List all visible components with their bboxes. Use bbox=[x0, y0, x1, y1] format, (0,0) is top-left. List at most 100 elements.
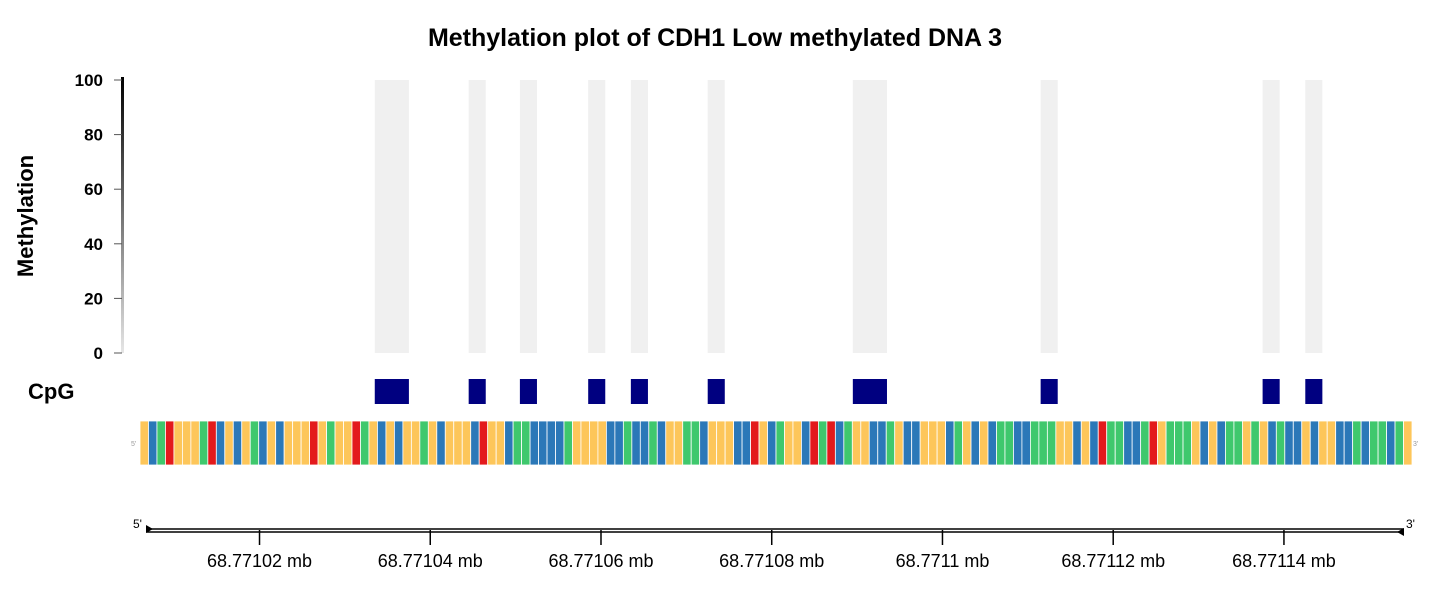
nucleotide-138 bbox=[1309, 420, 1320, 466]
nucleotide-109 bbox=[1063, 420, 1074, 466]
cpg-mark-8 bbox=[1262, 379, 1280, 404]
nucleotide-81 bbox=[826, 420, 836, 466]
nucleotide-66 bbox=[699, 420, 709, 466]
nucleotide-114 bbox=[1106, 420, 1116, 466]
nucleotide-130 bbox=[1242, 420, 1252, 466]
nucleotide-135 bbox=[1284, 420, 1294, 466]
nucleotide-53 bbox=[589, 420, 599, 466]
nucleotide-38 bbox=[461, 420, 472, 466]
nucleotide-33 bbox=[419, 420, 429, 466]
nucleotide-98 bbox=[970, 420, 980, 466]
nucleotide-103 bbox=[1013, 420, 1023, 466]
cpg-mark-0 bbox=[374, 379, 409, 404]
nucleotide-82 bbox=[834, 420, 845, 466]
nucleotide-29 bbox=[385, 420, 395, 466]
nucleotide-129 bbox=[1233, 420, 1243, 466]
nucleotide-47 bbox=[538, 420, 548, 466]
nucleotide-27 bbox=[368, 420, 378, 466]
nucleotide-86 bbox=[868, 420, 879, 466]
nucleotide-26 bbox=[360, 420, 370, 466]
y-tick-label-1: 20 bbox=[84, 289, 103, 308]
x-tick-label-4: 68.7711 mb bbox=[896, 551, 990, 571]
x-tick-label-1: 68.77104 mb bbox=[378, 551, 483, 571]
cpg-highlight-5 bbox=[707, 80, 725, 353]
nucleotide-34 bbox=[427, 420, 438, 466]
x-tick-label-2: 68.77106 mb bbox=[548, 551, 653, 571]
nucleotide-90 bbox=[902, 420, 913, 466]
nucleotide-48 bbox=[546, 420, 556, 466]
nucleotide-13 bbox=[249, 420, 260, 466]
nucleotide-17 bbox=[283, 420, 294, 466]
nucleotide-126 bbox=[1208, 420, 1218, 466]
cpg-mark-4 bbox=[630, 379, 648, 404]
y-tick-label-2: 40 bbox=[84, 235, 103, 254]
nucleotide-76 bbox=[784, 420, 794, 466]
nucleotide-147 bbox=[1386, 420, 1396, 466]
nucleotide-140 bbox=[1326, 420, 1337, 466]
nucleotide-8 bbox=[207, 420, 217, 466]
nucleotide-75 bbox=[775, 420, 785, 466]
cpg-highlight-9 bbox=[1305, 80, 1323, 353]
cpg-mark-5 bbox=[707, 379, 725, 404]
cpg-highlight-4 bbox=[630, 80, 648, 353]
nucleotide-95 bbox=[945, 420, 955, 466]
nucleotide-28 bbox=[377, 420, 387, 466]
nucleotide-35 bbox=[436, 420, 446, 466]
nucleotide-113 bbox=[1097, 420, 1108, 466]
nucleotide-136 bbox=[1292, 420, 1303, 466]
cpg-mark-2 bbox=[519, 379, 537, 404]
nucleotide-12 bbox=[241, 420, 251, 466]
nucleotide-119 bbox=[1148, 420, 1158, 466]
nucleotide-10 bbox=[224, 420, 234, 466]
nucleotide-117 bbox=[1131, 420, 1142, 466]
nucleotide-146 bbox=[1377, 420, 1387, 466]
nucleotide-40 bbox=[478, 420, 489, 466]
y-tick-label-3: 60 bbox=[84, 180, 103, 199]
nucleotide-60 bbox=[648, 420, 658, 466]
nucleotide-68 bbox=[716, 420, 726, 466]
genome-axis: 68.77102 mb 68.77104 mb 68.77106 mb 68.7710… bbox=[146, 525, 1404, 571]
nucleotide-36 bbox=[444, 420, 455, 466]
nucleotide-3 bbox=[165, 420, 175, 466]
cpg-highlight-7 bbox=[1040, 80, 1058, 353]
x-tick-label-6: 68.77114 mb bbox=[1232, 551, 1336, 571]
nucleotide-74 bbox=[767, 420, 777, 466]
cpg-mark-7 bbox=[1040, 379, 1058, 404]
nucleotide-64 bbox=[682, 420, 692, 466]
nucleotide-43 bbox=[504, 420, 514, 466]
nucleotide-78 bbox=[801, 420, 811, 466]
nucleotide-101 bbox=[996, 420, 1006, 466]
nucleotide-5 bbox=[181, 420, 192, 466]
nucleotide-49 bbox=[555, 420, 565, 466]
cpg-highlight-3 bbox=[588, 80, 606, 353]
nucleotide-104 bbox=[1021, 420, 1031, 466]
nucleotide-55 bbox=[606, 420, 616, 466]
nucleotide-100 bbox=[987, 420, 997, 466]
nucleotide-149 bbox=[1403, 420, 1413, 466]
nucleotide-69 bbox=[724, 420, 734, 466]
cpg-highlight-2 bbox=[519, 80, 537, 353]
sequence-track bbox=[139, 420, 1413, 466]
nucleotide-93 bbox=[928, 420, 938, 466]
y-axis-label: Methylation bbox=[13, 155, 38, 277]
nucleotide-58 bbox=[631, 420, 641, 466]
axis-5-prime-label: 5' bbox=[133, 517, 142, 531]
nucleotide-112 bbox=[1089, 420, 1099, 466]
nucleotide-105 bbox=[1030, 420, 1040, 466]
nucleotide-87 bbox=[877, 420, 887, 466]
nucleotide-31 bbox=[402, 420, 412, 466]
nucleotide-99 bbox=[979, 420, 989, 466]
nucleotide-116 bbox=[1123, 420, 1133, 466]
nucleotide-108 bbox=[1055, 420, 1065, 466]
nucleotide-148 bbox=[1394, 420, 1404, 466]
y-tick-label-4: 80 bbox=[84, 126, 103, 145]
nucleotide-15 bbox=[266, 420, 277, 466]
sequence-5-prime-label: 5' bbox=[131, 441, 136, 448]
nucleotide-23 bbox=[334, 420, 344, 466]
cpg-highlight-8 bbox=[1262, 80, 1280, 353]
nucleotide-44 bbox=[512, 420, 522, 466]
nucleotide-22 bbox=[326, 420, 336, 466]
nucleotide-133 bbox=[1267, 420, 1277, 466]
nucleotide-63 bbox=[673, 420, 684, 466]
